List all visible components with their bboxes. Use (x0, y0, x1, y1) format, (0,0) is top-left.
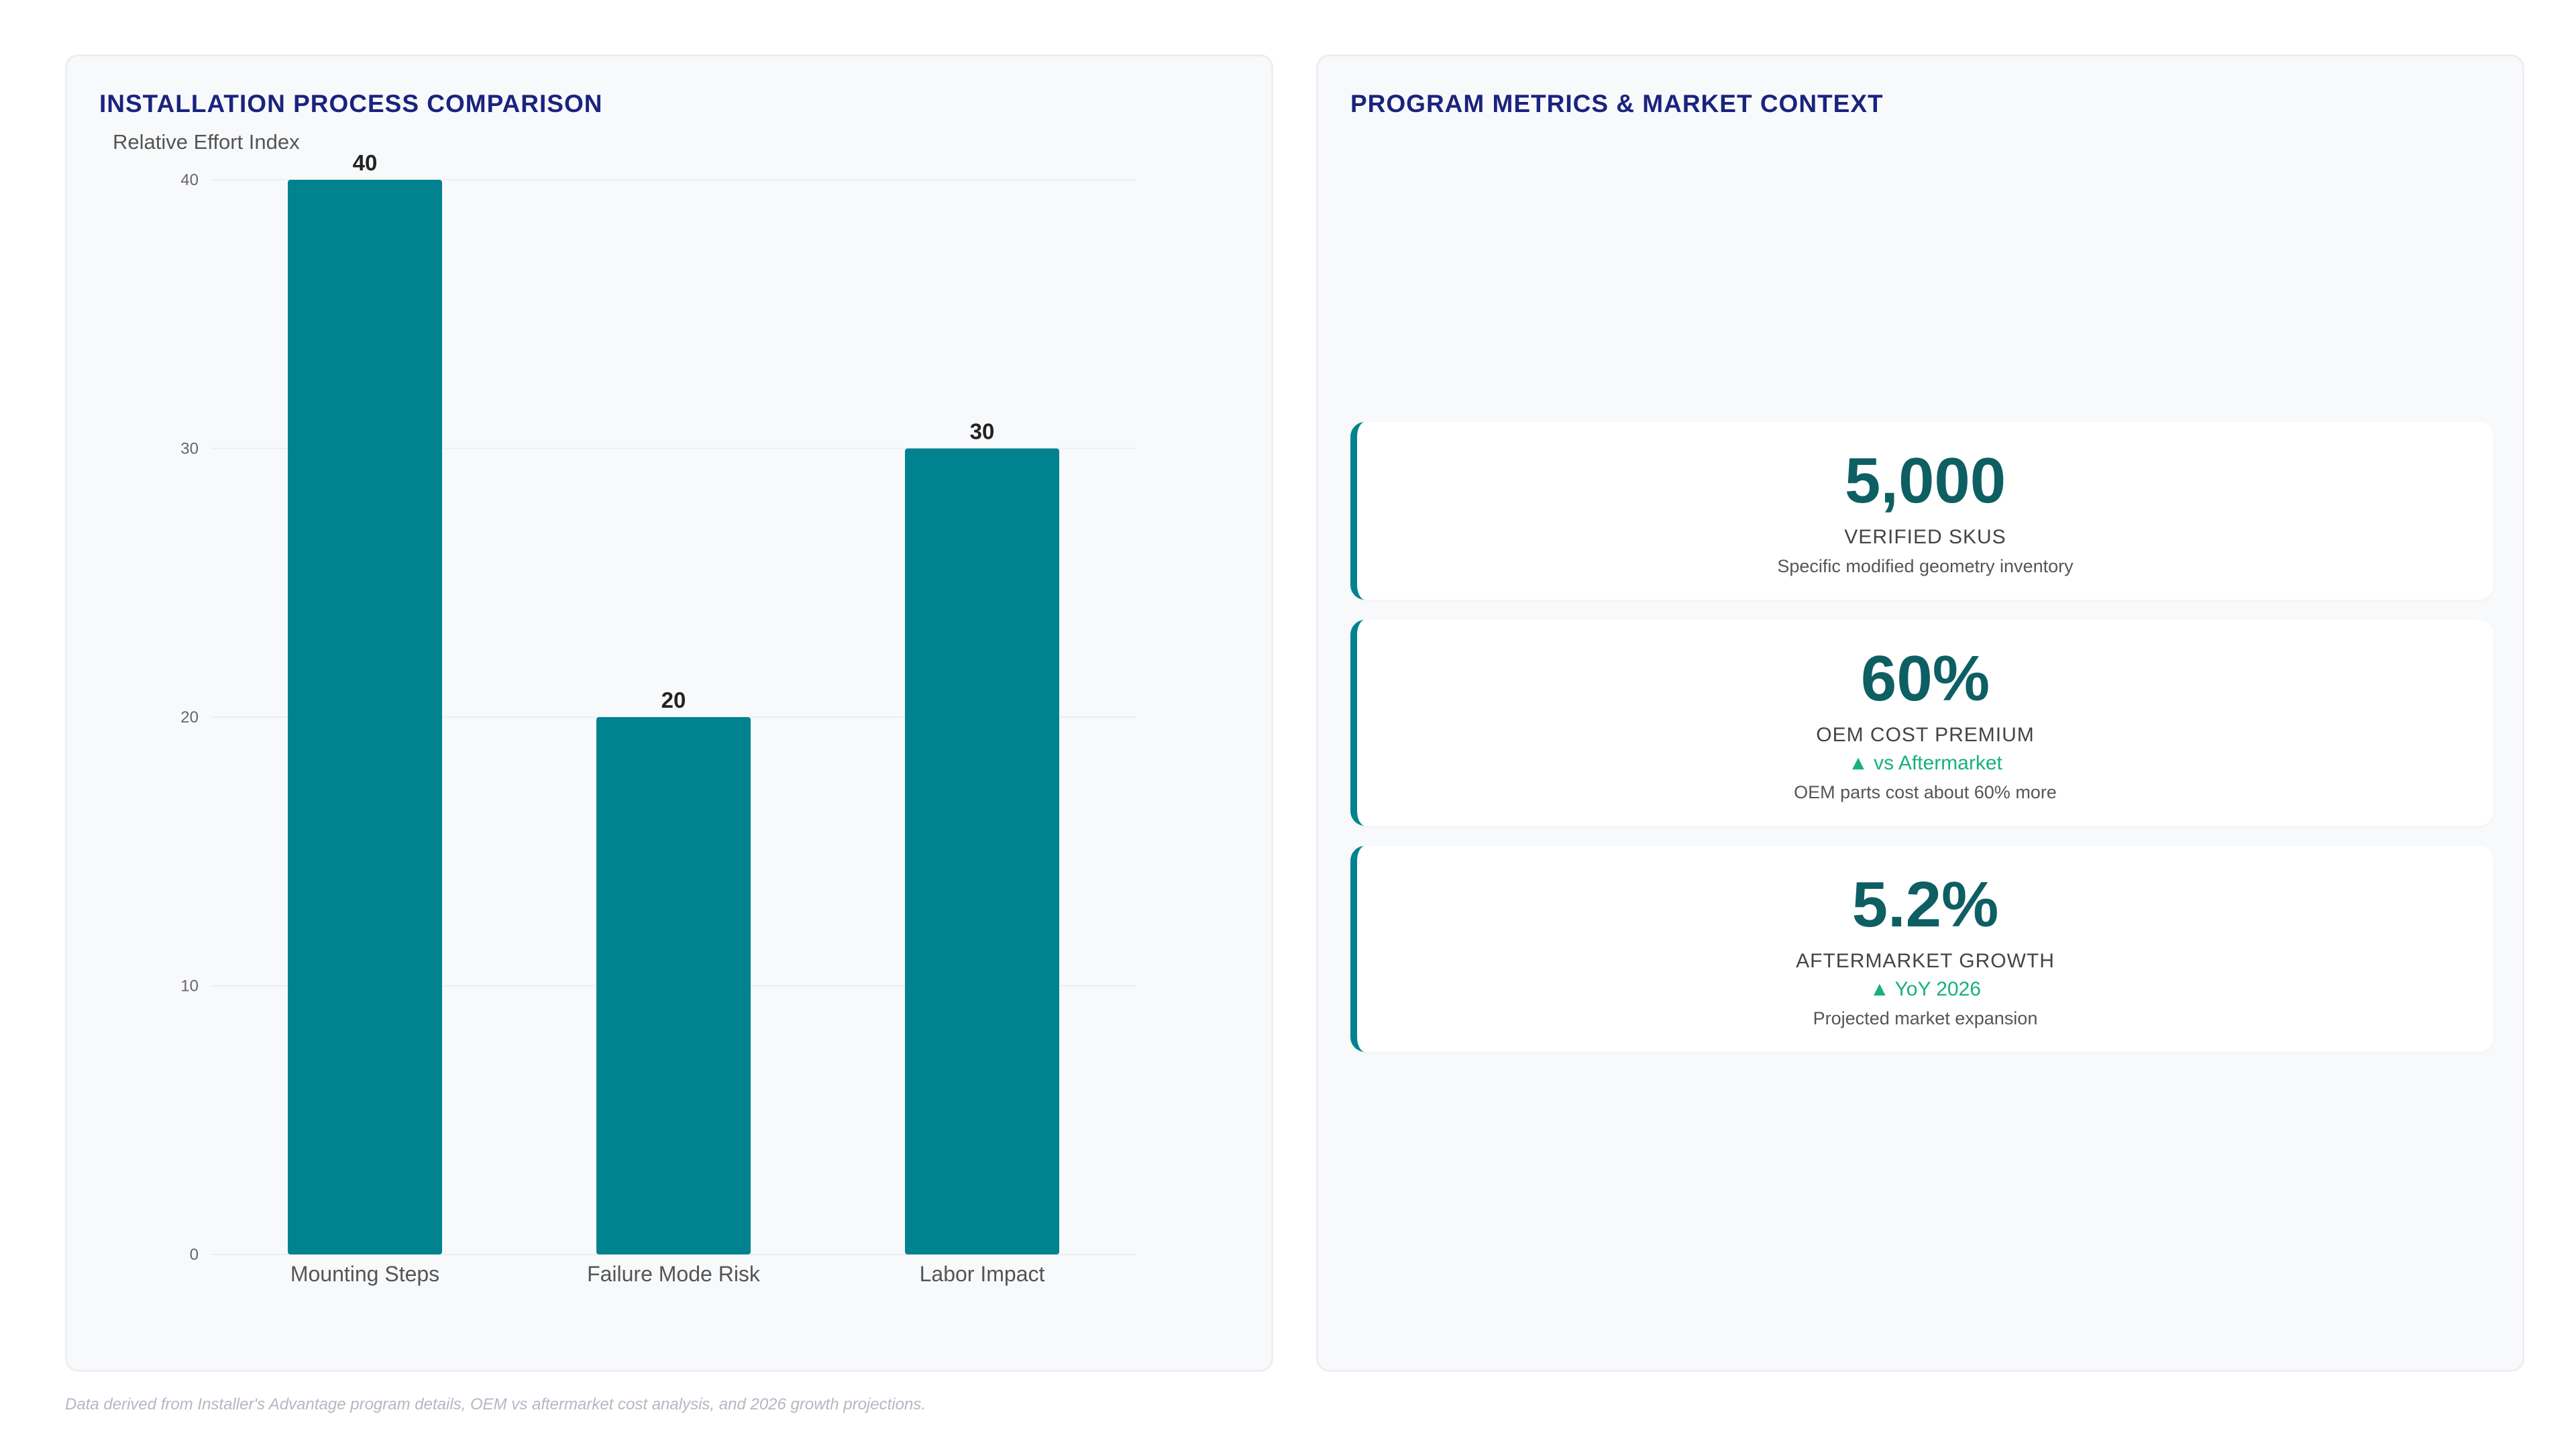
metric-label: AFTERMARKET GROWTH (1796, 950, 2055, 972)
metrics-panel-title: PROGRAM METRICS & MARKET CONTEXT (1350, 90, 1884, 117)
x-tick-label: Failure Mode Risk (587, 1262, 761, 1286)
metric-trend: ▲ YoY 2026 (1870, 978, 1981, 1000)
metric-label: OEM COST PREMIUM (1816, 724, 2035, 746)
y-tick-label: 20 (180, 708, 199, 727)
y-tick-label: 0 (190, 1246, 199, 1264)
x-tick-label: Labor Impact (920, 1262, 1045, 1286)
bar (596, 717, 751, 1254)
chart-panel: INSTALLATION PROCESS COMPARISON Relative… (65, 54, 1273, 1372)
y-tick-label: 10 (180, 977, 199, 996)
metric-card-oem-cost-premium: 60% OEM COST PREMIUM ▲ vs Aftermarket OE… (1350, 620, 2493, 826)
y-tick-label: 30 (180, 440, 199, 458)
y-tick-label: 40 (180, 171, 199, 189)
x-tick-label: Mounting Steps (290, 1262, 439, 1286)
bar-value-label: 20 (661, 688, 686, 712)
y-axis-label: Relative Effort Index (113, 130, 300, 154)
metric-label: VERIFIED SKUS (1844, 526, 2006, 548)
metrics-panel: PROGRAM METRICS & MARKET CONTEXT 5,000 V… (1316, 54, 2524, 1372)
bar-value-label: 40 (353, 150, 378, 175)
chart-panel-title: INSTALLATION PROCESS COMPARISON (99, 90, 603, 117)
bar (288, 180, 442, 1254)
metric-value: 5.2% (1851, 869, 1999, 941)
metric-card-verified-skus: 5,000 VERIFIED SKUS Specific modified ge… (1350, 422, 2493, 600)
metric-description: Specific modified geometry inventory (1777, 556, 2074, 576)
bar-chart: Relative Effort Index 0 10 20 30 40 40 Mounting… (113, 130, 1136, 1286)
metric-description: Projected market expansion (1813, 1008, 2038, 1028)
metric-card-aftermarket-growth: 5.2% AFTERMARKET GROWTH ▲ YoY 2026 Proje… (1350, 846, 2493, 1052)
bar (905, 448, 1059, 1254)
footer-note: Data derived from Installer's Advantage … (65, 1395, 926, 1413)
metric-value: 5,000 (1844, 445, 2006, 517)
metric-value: 60% (1860, 643, 1990, 714)
metric-description: OEM parts cost about 60% more (1794, 782, 2057, 802)
bar-value-label: 30 (970, 419, 995, 444)
metric-trend: ▲ vs Aftermarket (1848, 752, 2002, 774)
metric-cards: 5,000 VERIFIED SKUS Specific modified ge… (1350, 422, 2493, 1052)
